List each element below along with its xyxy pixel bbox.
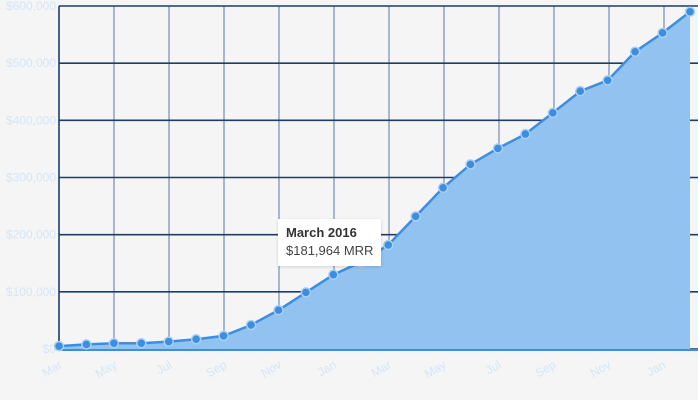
data-point[interactable] — [163, 336, 174, 347]
tooltip-title: March 2016 — [286, 225, 357, 240]
data-point[interactable] — [328, 269, 339, 280]
data-point[interactable] — [575, 85, 586, 97]
data-point[interactable] — [273, 304, 284, 316]
data-points — [53, 6, 696, 352]
x-tick-label: Nov — [258, 357, 283, 380]
data-point[interactable] — [465, 159, 476, 170]
x-tick-label: Nov — [588, 357, 613, 380]
data-point[interactable] — [245, 319, 257, 331]
data-point[interactable] — [520, 128, 531, 140]
y-tick-label: $100,000 — [6, 285, 56, 299]
x-tick-label: Jul — [154, 357, 174, 377]
tooltip: March 2016 $181,964 MRR — [278, 219, 382, 266]
y-tick-label: $0 — [43, 342, 57, 356]
x-tick-label: Jan — [315, 357, 339, 379]
data-point[interactable] — [437, 182, 449, 194]
data-point[interactable] — [218, 330, 229, 342]
data-point[interactable] — [657, 27, 668, 39]
y-axis-ticks: $0 $100,000 $200,000 $300,000 $400,000 $500,0… — [6, 0, 56, 356]
data-point[interactable] — [382, 239, 394, 251]
data-point[interactable] — [300, 287, 312, 298]
area-fill — [59, 11, 690, 349]
data-point[interactable] — [547, 107, 559, 119]
tooltip-value: $181,964 MRR — [286, 243, 374, 258]
data-point[interactable] — [602, 75, 613, 86]
data-point[interactable] — [684, 6, 696, 17]
y-tick-label: $200,000 — [6, 228, 56, 242]
y-tick-label: $500,000 — [6, 56, 56, 70]
x-axis-ticks: Mar May Jul Sep Nov Jan Mar May Jul Sep Nov Jan — [40, 357, 668, 381]
y-tick-label: $300,000 — [6, 171, 56, 185]
data-point[interactable] — [629, 46, 641, 57]
y-tick-label: $400,000 — [6, 113, 56, 127]
data-point[interactable] — [136, 338, 147, 349]
x-tick-label: May — [422, 357, 449, 380]
data-point[interactable] — [410, 211, 421, 222]
x-tick-label: Jan — [644, 357, 668, 379]
x-tick-label: Sep — [204, 357, 230, 380]
data-point[interactable] — [108, 338, 120, 349]
data-point[interactable] — [81, 339, 92, 350]
data-point[interactable] — [190, 334, 202, 345]
data-point[interactable] — [53, 340, 65, 352]
x-tick-label: Jul — [483, 357, 503, 377]
y-tick-label: $600,000 — [6, 0, 56, 13]
x-tick-label: Mar — [40, 357, 65, 379]
x-tick-label: Mar — [369, 357, 394, 379]
x-tick-label: Sep — [533, 357, 559, 380]
data-point[interactable] — [492, 143, 504, 154]
x-tick-label: May — [93, 357, 120, 380]
